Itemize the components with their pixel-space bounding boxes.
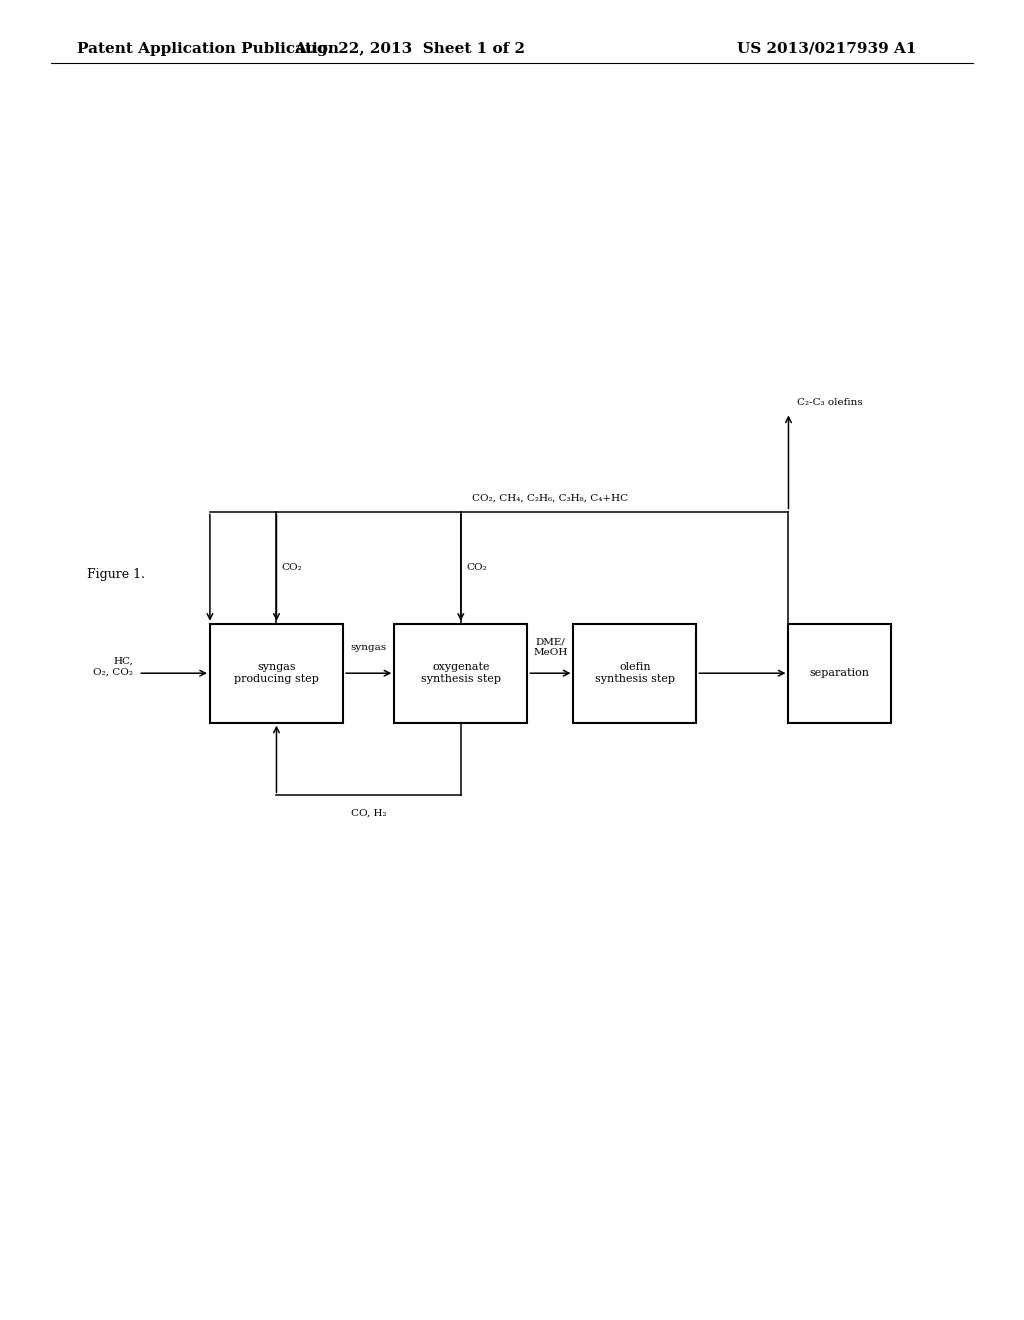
Text: CO₂: CO₂ (466, 564, 486, 572)
Text: US 2013/0217939 A1: US 2013/0217939 A1 (737, 42, 916, 55)
Text: CO, H₂: CO, H₂ (351, 808, 386, 817)
Text: Figure 1.: Figure 1. (87, 568, 145, 581)
Text: CO₂, CH₄, C₂H₆, C₃H₈, C₄+HC: CO₂, CH₄, C₂H₆, C₃H₈, C₄+HC (472, 494, 629, 503)
Text: syngas: syngas (350, 643, 387, 652)
Text: Patent Application Publication: Patent Application Publication (77, 42, 339, 55)
Text: C₂-C₃ olefins: C₂-C₃ olefins (797, 399, 862, 408)
Bar (394, 624, 527, 722)
Bar (573, 624, 696, 722)
Text: oxygenate
synthesis step: oxygenate synthesis step (421, 663, 501, 684)
Text: syngas
producing step: syngas producing step (234, 663, 318, 684)
Text: HC,
O₂, CO₂: HC, O₂, CO₂ (93, 657, 133, 676)
Bar (788, 624, 891, 722)
Text: CO₂: CO₂ (282, 564, 302, 572)
Text: Aug. 22, 2013  Sheet 1 of 2: Aug. 22, 2013 Sheet 1 of 2 (294, 42, 525, 55)
Bar (210, 624, 343, 722)
Text: separation: separation (810, 668, 869, 678)
Text: olefin
synthesis step: olefin synthesis step (595, 663, 675, 684)
Text: DME/
MeOH: DME/ MeOH (534, 638, 567, 657)
